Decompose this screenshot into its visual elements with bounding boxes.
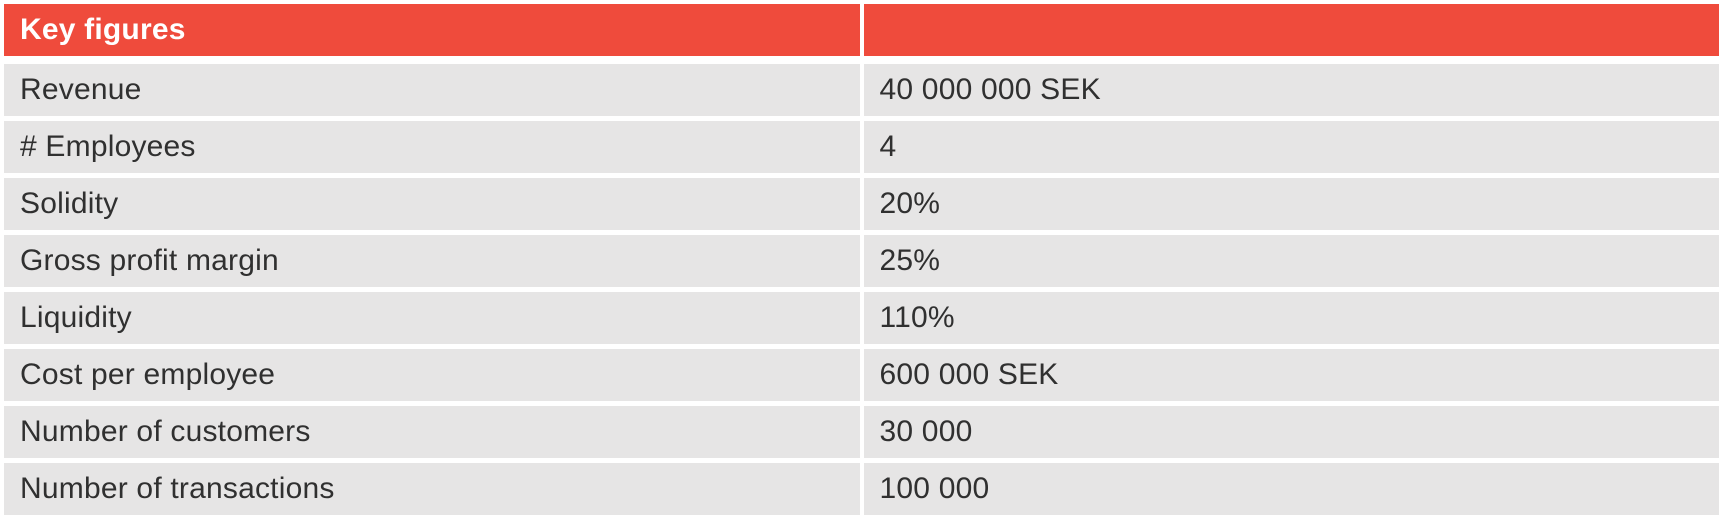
table-row: Number of transactions 100 000	[4, 463, 1719, 515]
table-row: # Employees 4	[4, 121, 1719, 173]
row-label: Revenue	[4, 64, 860, 116]
table-row: Gross profit margin 25%	[4, 235, 1719, 287]
table-header-row: Key figures	[4, 4, 1719, 56]
row-label: Cost per employee	[4, 349, 860, 401]
row-label: Gross profit margin	[4, 235, 860, 287]
row-label: Solidity	[4, 178, 860, 230]
row-value: 30 000	[863, 406, 1719, 458]
table-row: Revenue 40 000 000 SEK	[4, 64, 1719, 116]
row-value: 40 000 000 SEK	[863, 64, 1719, 116]
row-value: 100 000	[863, 463, 1719, 515]
row-label: Number of customers	[4, 406, 860, 458]
table-header-title-cell: Key figures	[4, 4, 860, 56]
table-header-empty-cell	[863, 4, 1719, 56]
table-row: Solidity 20%	[4, 178, 1719, 230]
row-label: Liquidity	[4, 292, 860, 344]
row-label: Number of transactions	[4, 463, 860, 515]
table-row: Liquidity 110%	[4, 292, 1719, 344]
row-value: 600 000 SEK	[863, 349, 1719, 401]
row-value: 110%	[863, 292, 1719, 344]
row-value: 4	[863, 121, 1719, 173]
row-value: 25%	[863, 235, 1719, 287]
row-label: # Employees	[4, 121, 860, 173]
row-value: 20%	[863, 178, 1719, 230]
table-row: Number of customers 30 000	[4, 406, 1719, 458]
table-row: Cost per employee 600 000 SEK	[4, 349, 1719, 401]
